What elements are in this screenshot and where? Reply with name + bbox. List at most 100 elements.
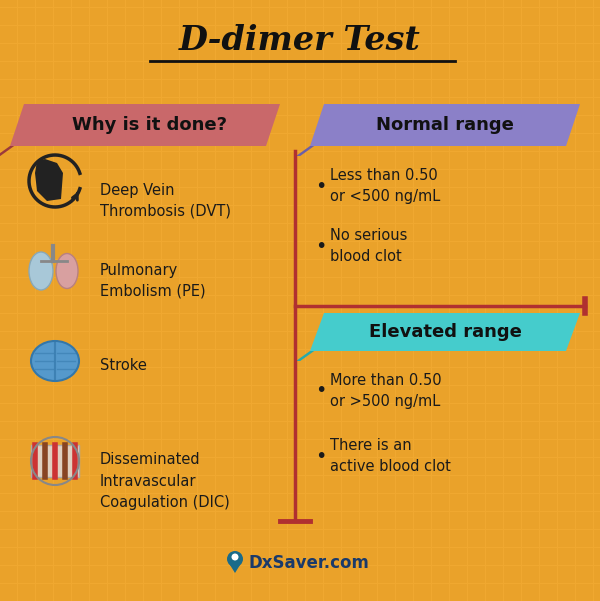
Bar [198,134,215,151]
Polygon shape [10,104,280,146]
Bar [126,152,143,169]
Bar [324,134,341,151]
Bar [216,8,233,25]
Bar [252,206,269,223]
Bar [378,26,395,43]
Bar [252,116,269,133]
Bar [594,422,600,439]
Bar [432,44,449,61]
Bar [378,332,395,349]
Bar [18,476,35,493]
Bar [360,170,377,187]
Bar [342,512,359,529]
Bar [72,566,89,583]
Bar [180,170,197,187]
Bar [486,458,503,475]
Bar [558,152,575,169]
Bar [324,458,341,475]
Bar [432,566,449,583]
Bar [108,62,125,79]
Bar [252,224,269,241]
Bar [198,278,215,295]
Bar [252,584,269,601]
Bar [126,350,143,367]
Bar [198,350,215,367]
Bar [72,206,89,223]
Bar [288,26,305,43]
Bar [540,170,557,187]
Bar [522,332,539,349]
Bar [36,476,53,493]
Bar [108,224,125,241]
Bar [90,278,107,295]
Text: Why is it done?: Why is it done? [73,116,227,134]
Bar [378,404,395,421]
Bar [36,314,53,331]
Bar [540,386,557,403]
Bar [144,26,161,43]
Bar [576,134,593,151]
Ellipse shape [29,252,53,290]
Bar [234,530,251,547]
Bar [126,188,143,205]
Bar [324,422,341,439]
Bar [198,386,215,403]
Bar [504,548,521,565]
Bar [234,548,251,565]
Bar [270,350,287,367]
Bar [540,584,557,601]
Bar [558,8,575,25]
Bar [378,188,395,205]
Bar [342,152,359,169]
Bar [558,584,575,601]
Bar [180,224,197,241]
Bar [90,44,107,61]
Bar [324,548,341,565]
Bar [432,98,449,115]
Bar [324,62,341,79]
Bar [108,422,125,439]
Bar [378,512,395,529]
Bar [198,314,215,331]
Bar [504,350,521,367]
Bar [90,206,107,223]
Bar [468,224,485,241]
Bar [36,512,53,529]
Bar [234,296,251,313]
Bar [432,548,449,565]
Bar [216,314,233,331]
Bar [594,260,600,277]
Bar [594,134,600,151]
Bar [396,296,413,313]
Bar [162,0,179,7]
Bar [270,314,287,331]
Bar [90,512,107,529]
Bar [504,296,521,313]
Bar [594,80,600,97]
Bar [18,80,35,97]
Bar [0,332,17,349]
Bar [252,440,269,457]
Bar [396,548,413,565]
Bar [72,368,89,385]
Bar [558,242,575,259]
Bar [180,242,197,259]
Bar [432,350,449,367]
Bar [126,8,143,25]
Bar [396,170,413,187]
Bar [306,116,323,133]
Bar [108,242,125,259]
Bar [36,530,53,547]
Bar [522,98,539,115]
Bar [504,8,521,25]
Bar [360,98,377,115]
Bar [576,440,593,457]
Bar [18,170,35,187]
Bar [486,368,503,385]
Bar [576,314,593,331]
Bar [432,62,449,79]
Bar [162,98,179,115]
Bar [540,350,557,367]
Bar [306,152,323,169]
Bar [540,116,557,133]
